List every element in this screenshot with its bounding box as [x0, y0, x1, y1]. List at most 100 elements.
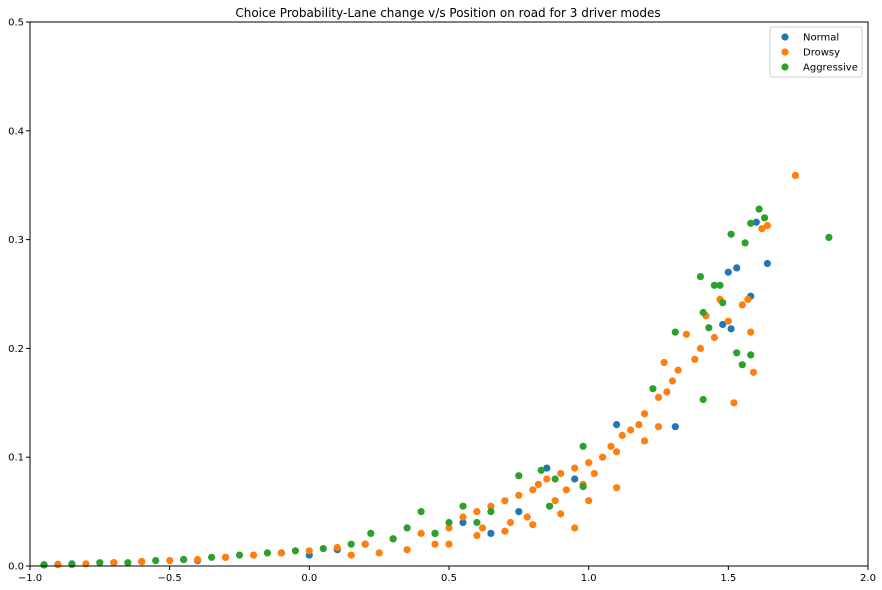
point-aggressive-0	[40, 561, 48, 569]
point-drowsy-8	[249, 551, 258, 559]
point-drowsy-60	[747, 328, 755, 336]
point-aggressive-13	[389, 535, 397, 543]
point-drowsy-70	[473, 531, 481, 540]
point-drowsy-4	[138, 558, 146, 566]
point-drowsy-7	[221, 553, 230, 561]
point-aggressive-1	[68, 560, 76, 569]
point-drowsy-41	[618, 431, 626, 439]
point-aggressive-11	[347, 540, 355, 548]
point-drowsy-36	[585, 459, 593, 467]
point-drowsy-65	[557, 510, 565, 518]
point-normal-23	[727, 325, 735, 333]
point-aggressive-9	[291, 547, 299, 555]
point-drowsy-28	[529, 486, 537, 494]
point-normal-20	[671, 423, 679, 431]
legend-marker-drowsy	[781, 48, 789, 56]
point-drowsy-34	[571, 464, 579, 472]
point-aggressive-14	[403, 524, 411, 532]
point-drowsy-46	[660, 358, 668, 367]
legend-label-drowsy: Drowsy	[803, 48, 840, 59]
point-aggressive-18	[459, 502, 467, 510]
point-drowsy-42	[627, 426, 635, 434]
point-drowsy-32	[557, 469, 565, 478]
point-drowsy-17	[417, 529, 425, 538]
point-normal-22	[724, 268, 732, 276]
series-drowsy	[40, 171, 800, 569]
point-drowsy-30	[543, 475, 551, 483]
point-drowsy-23	[487, 502, 495, 510]
point-drowsy-18	[431, 540, 439, 548]
point-aggressive-44	[825, 233, 833, 241]
point-aggressive-35	[719, 299, 727, 307]
point-drowsy-73	[640, 437, 649, 445]
point-drowsy-29	[534, 480, 543, 488]
point-drowsy-26	[515, 491, 523, 499]
x-tick-label: −1.0	[18, 573, 42, 584]
point-drowsy-12	[347, 551, 355, 559]
point-drowsy-51	[691, 355, 699, 363]
x-tick-label: 2.0	[860, 573, 876, 584]
point-aggressive-3	[124, 559, 132, 567]
y-tick-label: 0.4	[8, 126, 24, 137]
point-drowsy-44	[640, 410, 649, 418]
point-drowsy-9	[277, 549, 285, 557]
point-aggressive-28	[671, 328, 679, 336]
x-tick-label: 1.0	[581, 573, 597, 584]
point-drowsy-37	[590, 469, 598, 478]
point-drowsy-63	[763, 221, 772, 230]
point-drowsy-10	[305, 547, 313, 555]
legend: Normal Drowsy Aggressive	[769, 26, 863, 78]
point-drowsy-5	[166, 557, 174, 565]
point-drowsy-27	[523, 513, 531, 521]
point-aggressive-17	[445, 518, 453, 527]
point-aggressive-41	[747, 219, 755, 227]
point-drowsy-72	[529, 521, 537, 529]
point-aggressive-16	[431, 529, 439, 538]
point-drowsy-20	[459, 513, 467, 521]
point-drowsy-11	[333, 543, 341, 552]
point-normal-17	[543, 464, 551, 472]
point-drowsy-67	[585, 497, 593, 505]
x-axis: −1.0 −0.5 0.0 0.5 1.0 1.5 2.0	[18, 566, 876, 584]
point-drowsy-33	[562, 486, 570, 494]
point-drowsy-19	[445, 524, 453, 532]
point-drowsy-22	[478, 524, 487, 532]
point-normal-14	[459, 518, 467, 527]
point-aggressive-23	[546, 502, 554, 510]
point-normal-18	[571, 475, 579, 483]
legend-marker-aggressive	[781, 63, 789, 71]
legend-box	[769, 26, 863, 78]
point-aggressive-30	[699, 308, 707, 317]
y-tick-label: 0.3	[8, 235, 24, 246]
point-normal-15	[487, 529, 495, 538]
point-drowsy-66	[571, 524, 579, 532]
point-aggressive-4	[152, 557, 160, 565]
y-axis: 0.0 0.1 0.2 0.3 0.4 0.5	[8, 18, 30, 573]
point-aggressive-39	[741, 239, 749, 247]
point-aggressive-12	[367, 529, 375, 538]
point-drowsy-1	[54, 561, 62, 569]
point-drowsy-52	[696, 344, 705, 352]
point-aggressive-24	[551, 475, 559, 483]
point-drowsy-58	[738, 301, 746, 309]
point-drowsy-3	[110, 559, 118, 567]
point-drowsy-6	[194, 555, 202, 564]
point-drowsy-14	[375, 549, 383, 557]
point-drowsy-40	[613, 448, 621, 456]
point-drowsy-69	[445, 540, 453, 548]
point-drowsy-45	[654, 393, 663, 401]
point-drowsy-50	[682, 330, 691, 338]
point-normal-16	[515, 508, 523, 516]
point-drowsy-57	[730, 399, 738, 407]
point-aggressive-38	[738, 361, 746, 369]
point-aggressive-43	[761, 214, 769, 222]
point-aggressive-19	[473, 518, 481, 527]
point-aggressive-34	[716, 281, 724, 289]
legend-label-aggressive: Aggressive	[803, 63, 858, 74]
y-tick-label: 0.0	[8, 562, 24, 573]
point-aggressive-2	[96, 559, 104, 567]
point-aggressive-20	[487, 508, 495, 516]
point-normal-19	[613, 421, 621, 429]
